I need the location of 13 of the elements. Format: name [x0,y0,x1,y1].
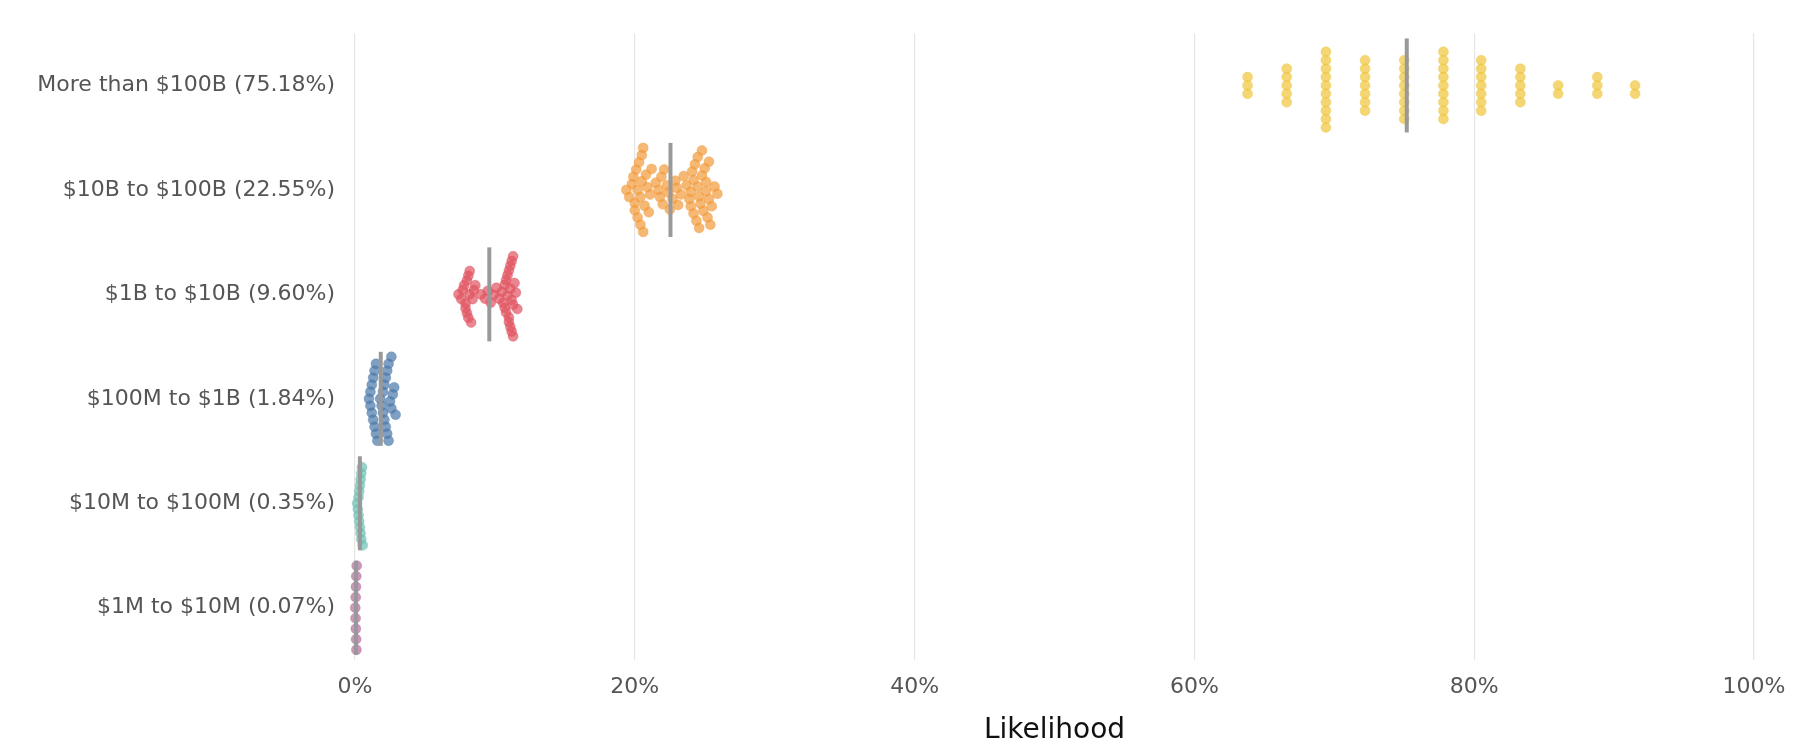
y-tick-label: $10M to $100M (0.35%) [68,489,335,515]
y-tick-label: $1M to $10M (0.07%) [96,593,335,619]
x-axis-title: Likelihood [983,712,1126,746]
y-tick-label: $100M to $1B (1.84%) [86,384,335,410]
y-tick-label: More than $100B (75.18%) [37,71,335,97]
y-tick-label: $1B to $10B (9.60%) [104,280,335,306]
x-tick-label: 40% [890,672,940,698]
x-tick-label: 0% [337,672,373,698]
x-tick-label: 100% [1722,672,1786,698]
x-tick-label: 20% [610,672,660,698]
x-tick-label: 60% [1169,672,1219,698]
x-tick-label: 80% [1449,672,1499,698]
y-tick-label: $10B to $100B (22.55%) [62,175,335,201]
